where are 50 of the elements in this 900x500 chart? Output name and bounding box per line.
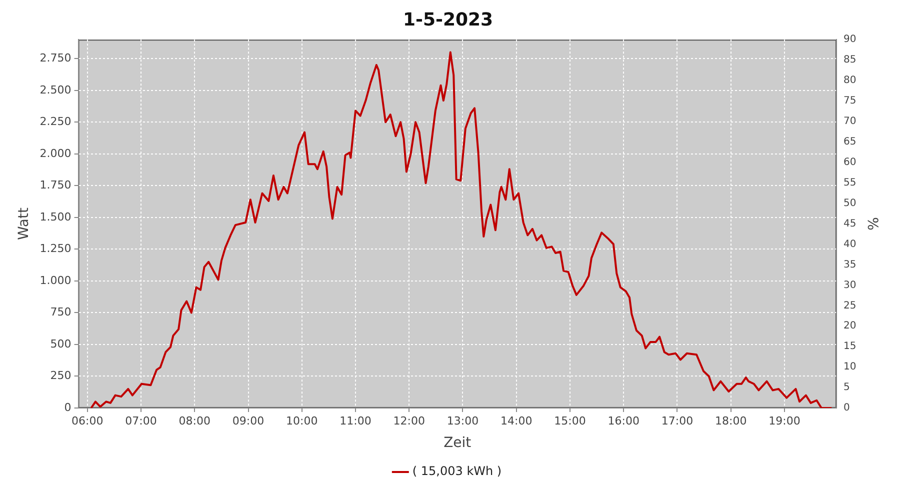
y-tick-label: 2.000 xyxy=(40,146,72,160)
y2-tick-label: 85 xyxy=(843,54,856,66)
x-tick-label: 09:00 xyxy=(232,414,264,428)
y2-tick-label: 20 xyxy=(843,320,856,332)
x-tick-label: 10:00 xyxy=(286,414,318,428)
y2-tick-label: 50 xyxy=(843,198,856,209)
y-tick-label: 250 xyxy=(50,369,72,382)
y2-tick-label: 25 xyxy=(843,300,856,312)
y-tick-label: 0 xyxy=(64,400,72,414)
y-tick-label: 1.250 xyxy=(40,242,72,256)
x-tick-label: 19:00 xyxy=(768,414,800,428)
x-tick-label: 13:00 xyxy=(446,414,479,428)
y2-tick-label: 65 xyxy=(843,136,856,148)
y2-tick-label: 5 xyxy=(843,382,850,394)
x-tick-label: 18:00 xyxy=(714,414,747,428)
x-tick-label: 16:00 xyxy=(608,414,640,428)
y2-tick-label: 35 xyxy=(843,259,856,270)
y2-axis-title: % xyxy=(864,217,880,230)
y-tick-label: 2.750 xyxy=(40,52,72,65)
x-tick-label: 12:00 xyxy=(393,414,425,428)
y2-tick-label: 80 xyxy=(843,75,856,86)
x-tick-label: 07:00 xyxy=(125,414,157,428)
y-tick-label: 1.000 xyxy=(40,274,72,287)
y2-tick-label: 0 xyxy=(843,402,850,414)
y-tick-label: 1.500 xyxy=(40,210,72,224)
x-tick-label: 17:00 xyxy=(661,414,694,428)
y2-tick-label: 45 xyxy=(843,218,856,230)
x-tick-label: 15:00 xyxy=(554,414,586,428)
legend-label: ( 15,003 kWh ) xyxy=(412,464,502,478)
x-tick-label: 14:00 xyxy=(500,414,532,428)
y2-tick-label: 10 xyxy=(843,362,856,373)
y-tick-label: 2.500 xyxy=(40,83,72,96)
y2-tick-label: 15 xyxy=(843,341,856,352)
y2-tick-label: 55 xyxy=(843,177,856,188)
x-axis-title: Zeit xyxy=(444,435,472,452)
y2-tick-label: 30 xyxy=(843,280,856,291)
x-tick-label: 06:00 xyxy=(72,414,104,428)
y2-tick-label: 40 xyxy=(843,238,856,250)
x-tick-label: 08:00 xyxy=(178,414,210,428)
x-tick-label: 11:00 xyxy=(340,414,372,428)
y-tick-label: 1.750 xyxy=(40,178,72,192)
y-tick-label: 2.250 xyxy=(40,115,72,128)
y2-tick-label: 60 xyxy=(843,156,856,168)
y2-tick-label: 90 xyxy=(843,34,856,46)
y-tick-label: 750 xyxy=(50,306,72,319)
y-tick-label: 500 xyxy=(50,337,72,350)
y2-tick-label: 75 xyxy=(843,96,856,107)
y-axis-title: Watt xyxy=(16,207,32,240)
y2-tick-label: 70 xyxy=(843,116,856,128)
chart-title: 1-5-2023 xyxy=(402,9,494,30)
